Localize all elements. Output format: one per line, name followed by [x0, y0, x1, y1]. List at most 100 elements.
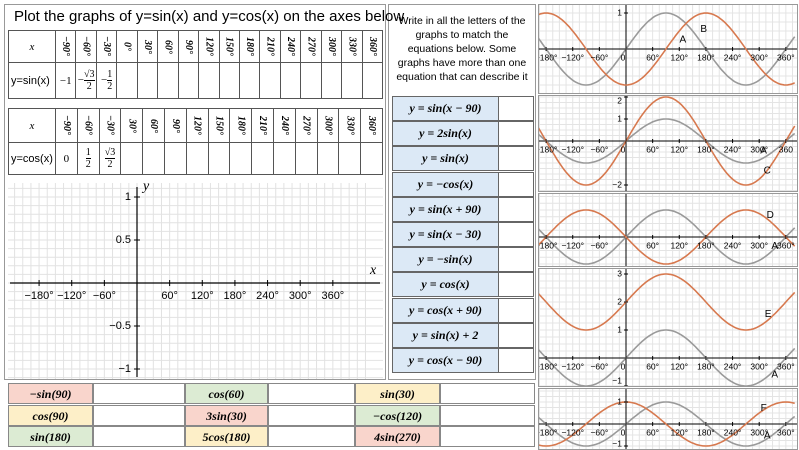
angle: 0° — [121, 42, 133, 51]
x-axis-label: x — [369, 263, 377, 278]
value-cell — [218, 62, 240, 99]
answer-box — [498, 196, 534, 222]
x-tick-label: 180° — [697, 361, 715, 371]
y-tick-label: −0.5 — [109, 320, 131, 332]
angle: 180° — [235, 116, 247, 135]
angle: 240° — [278, 116, 290, 135]
angle: 150° — [223, 37, 235, 56]
angle-header: 300° — [320, 30, 343, 63]
answer-box — [498, 322, 534, 348]
angle: −90° — [60, 36, 72, 57]
axes: x y −180° −120° −60° 60° 120° 180° 240° 300° 360° 1… — [8, 183, 383, 379]
left-frame — [4, 4, 386, 380]
answer-box — [498, 348, 534, 373]
sign: − — [77, 74, 85, 87]
x-tick-label: −60° — [590, 240, 608, 250]
expression: cos(90) — [8, 404, 93, 426]
equation: y = sin(x + 90) — [392, 196, 499, 222]
curve — [539, 12, 796, 86]
x-tick-label: 240° — [724, 240, 742, 250]
title: Plot the graphs of y=sin(x) and y=cos(x)… — [14, 8, 405, 25]
x-tick-label: −60° — [590, 144, 608, 154]
angle-header: −30° — [95, 30, 118, 63]
graph-letter: A — [771, 241, 778, 252]
graph: −180° −120° −60° 60° 120° 180° 240° 300° 360° D A — [538, 193, 798, 267]
value-cell — [316, 142, 340, 175]
graph-letter: A — [764, 431, 771, 442]
curve — [539, 209, 796, 265]
angle-header: 240° — [279, 30, 302, 63]
value-cell — [238, 62, 261, 99]
angle: 90° — [182, 39, 194, 54]
value-cell — [300, 62, 322, 99]
x-tick-label: 300° — [289, 290, 312, 302]
graph-letter: F — [761, 403, 767, 414]
value-cell: √3 2 — [98, 142, 122, 175]
x-tick-label: 120° — [191, 290, 214, 302]
x-tick-label: −180° — [538, 361, 557, 371]
x-tick-label: 360° — [321, 290, 344, 302]
x-tick-label: 120° — [670, 240, 688, 250]
x-tick-label: 300° — [750, 240, 768, 250]
curve — [539, 401, 795, 447]
value-cell — [272, 142, 296, 175]
answer-box — [268, 426, 355, 447]
angle: 270° — [305, 37, 317, 56]
angle: 330° — [344, 116, 356, 135]
angle: −60° — [80, 36, 92, 57]
curve — [539, 209, 796, 265]
angle: 90° — [169, 118, 181, 133]
expression: cos(60) — [185, 383, 268, 404]
y-tick-label: 0.5 — [116, 234, 131, 246]
x-tick-label: 180° — [697, 52, 715, 62]
curve — [539, 96, 796, 186]
x-tick-label: 0 — [621, 427, 626, 437]
value-cell — [207, 142, 231, 175]
x-tick-label: 180° — [697, 427, 715, 437]
angle: 210° — [264, 37, 276, 56]
value-cell: −1 2 — [95, 62, 118, 99]
angle-header: −30° — [98, 108, 122, 143]
angle: −30° — [104, 115, 116, 136]
value-cell — [142, 142, 165, 175]
y-tick-label: 2 — [617, 296, 622, 306]
equation: y = cos(x + 90) — [392, 297, 499, 323]
x-tick-label: 300° — [750, 52, 768, 62]
fraction: √3 2 — [104, 147, 116, 170]
answer-box — [93, 426, 185, 447]
angle-header: 270° — [300, 30, 322, 63]
value-cell — [361, 62, 384, 99]
x-tick-label: 60° — [646, 240, 659, 250]
curve — [539, 12, 796, 86]
x-tick-label: 360 — [779, 144, 793, 154]
expression: sin(180) — [8, 426, 93, 447]
answer-box — [268, 383, 355, 404]
answer-box — [498, 222, 534, 247]
angle: 300° — [322, 116, 334, 135]
answer-box — [498, 247, 534, 273]
x-tick-label: −180° — [538, 240, 557, 250]
angle-header: 360° — [361, 30, 384, 63]
row-label: y=cos(x) — [8, 142, 56, 175]
x-tick-label: −180° — [24, 290, 53, 302]
x-tick-label: 240° — [724, 361, 742, 371]
graph: −180° −120° −60° 0 60° 120° 180° 240° 300° 360° 3 2… — [538, 268, 798, 387]
x-tick-label: 120° — [670, 427, 688, 437]
numerator: 1 — [107, 69, 113, 81]
row-label: y=sin(x) — [8, 62, 56, 99]
value-cell — [136, 62, 159, 99]
denominator: 2 — [107, 81, 113, 92]
x-header: x — [8, 108, 56, 143]
angle-header: 150° — [207, 108, 231, 143]
answer-box — [498, 297, 534, 323]
value-cell — [259, 62, 281, 99]
y-tick-label: −1 — [612, 438, 622, 448]
answer-box — [440, 383, 535, 404]
value: −1 — [59, 74, 72, 87]
x-tick-label: −60° — [93, 290, 116, 302]
value-cell — [157, 62, 179, 99]
curve — [539, 118, 796, 164]
graph-letter: A — [760, 146, 767, 157]
y-tick-label: 2 — [617, 95, 622, 105]
